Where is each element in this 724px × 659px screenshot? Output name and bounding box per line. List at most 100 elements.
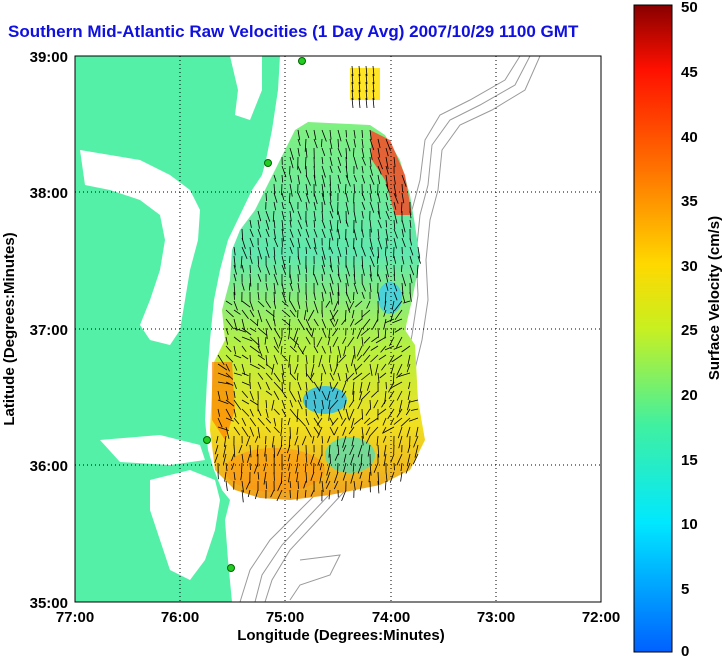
velocity-arrow — [257, 354, 265, 361]
velocity-arrow — [317, 453, 323, 466]
velocity-arrow — [313, 219, 316, 228]
velocity-arrow — [305, 453, 308, 463]
velocity-arrow — [361, 309, 371, 318]
velocity-arrow — [225, 480, 228, 491]
velocity-arrow — [313, 138, 318, 149]
velocity-arrow — [353, 246, 358, 257]
velocity-arrow — [407, 354, 411, 367]
velocity-arrow — [409, 237, 412, 246]
velocity-arrow — [257, 417, 265, 426]
velocity-arrow — [385, 147, 389, 157]
velocity-arrow — [383, 300, 387, 310]
velocity-arrow — [337, 372, 341, 381]
velocity-arrow — [310, 489, 315, 497]
velocity-arrow — [393, 462, 395, 471]
velocity-arrow — [353, 138, 356, 148]
colorbar-tick: 15 — [681, 452, 698, 469]
velocity-arrow — [354, 318, 363, 326]
velocity-arrow — [273, 255, 277, 265]
velocity-arrow — [393, 273, 396, 282]
velocity-arrow — [249, 444, 252, 458]
velocity-arrow — [398, 372, 411, 377]
velocity-arrow — [265, 426, 271, 433]
velocity-arrow — [401, 192, 405, 204]
velocity-arrow — [407, 399, 411, 411]
velocity-arrow — [361, 165, 364, 174]
velocity-arrow — [317, 426, 323, 438]
velocity-arrow — [345, 201, 350, 215]
velocity-arrow — [289, 372, 297, 381]
velocity-arrow — [385, 381, 387, 390]
velocity-arrow — [313, 417, 321, 429]
velocity-arrow — [265, 318, 273, 331]
velocity-arrow — [345, 138, 351, 152]
velocity-arrow — [362, 318, 371, 330]
velocity-arrow — [352, 327, 355, 336]
velocity-arrow — [273, 246, 276, 257]
velocity-arrow — [241, 318, 246, 331]
velocity-arrow — [289, 345, 297, 353]
velocity-arrow — [297, 255, 301, 265]
velocity-arrow — [329, 318, 335, 328]
velocity-arrow — [377, 174, 381, 185]
velocity-arrow — [333, 426, 339, 436]
velocity-arrow — [249, 336, 259, 346]
velocity-arrow — [401, 291, 406, 303]
velocity-arrow — [305, 471, 308, 483]
hotspot-west — [212, 362, 235, 440]
velocity-arrow — [313, 408, 320, 419]
velocity-arrow — [382, 435, 387, 443]
velocity-arrow — [265, 417, 272, 424]
velocity-arrow — [408, 381, 411, 390]
velocity-arrow — [313, 129, 317, 140]
velocity-arrow — [348, 300, 355, 312]
velocity-arrow — [385, 282, 389, 291]
velocity-arrow — [337, 147, 342, 157]
velocity-arrow — [273, 264, 277, 275]
velocity-arrow — [361, 282, 366, 292]
velocity-arrow — [241, 453, 244, 463]
velocity-arrow — [369, 237, 373, 250]
velocity-arrow — [281, 264, 287, 276]
velocity-arrow — [350, 417, 355, 429]
velocity-arrow — [369, 462, 372, 476]
velocity-arrow — [313, 201, 317, 211]
velocity-arrow — [296, 453, 299, 463]
velocity-arrow — [329, 426, 335, 436]
velocity-arrow — [273, 381, 283, 392]
velocity-arrow — [325, 480, 331, 489]
velocity-arrow — [297, 300, 301, 309]
highspeed-band-south — [225, 448, 325, 492]
velocity-arrow — [345, 174, 351, 187]
velocity-arrow — [345, 291, 351, 304]
velocity-arrow — [233, 255, 236, 268]
velocity-arrow — [321, 210, 324, 221]
velocity-arrow — [273, 408, 280, 415]
velocity-arrow — [289, 489, 291, 499]
velocity-arrow — [409, 219, 412, 228]
velocity-arrow — [389, 336, 395, 347]
velocity-arrow — [289, 219, 292, 228]
velocity-arrow — [361, 192, 366, 201]
velocity-arrow — [372, 73, 375, 85]
velocity-arrow — [329, 309, 336, 322]
velocity-arrow — [369, 264, 372, 277]
velocity-arrow — [385, 318, 395, 324]
velocity-arrow — [359, 381, 363, 394]
velocity-arrow — [359, 390, 363, 401]
velocity-arrow — [265, 354, 268, 366]
velocity-arrow — [357, 462, 363, 474]
velocity-arrow — [362, 345, 371, 356]
velocity-arrow — [265, 192, 267, 202]
velocity-arrow — [321, 291, 324, 302]
velocity-arrow — [272, 210, 275, 222]
velocity-arrow — [349, 444, 355, 456]
velocity-arrow — [319, 462, 323, 471]
hotspot-north — [350, 68, 380, 100]
velocity-arrow — [359, 480, 363, 491]
velocity-arrow — [385, 219, 388, 228]
velocity-arrow — [321, 480, 324, 493]
velocity-arrow — [225, 381, 234, 386]
velocity-arrow — [296, 489, 299, 501]
velocity-arrow — [241, 309, 249, 320]
